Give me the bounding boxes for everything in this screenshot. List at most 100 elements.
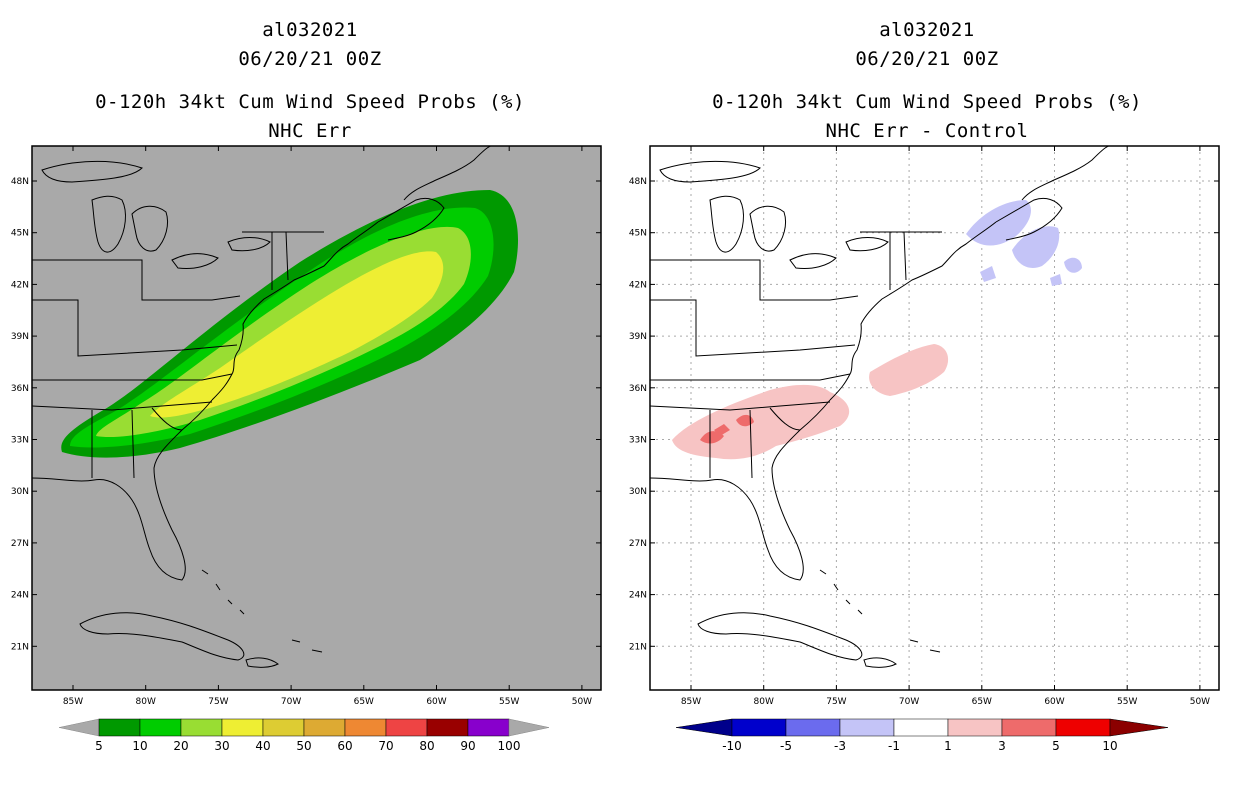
lon-label: 70W [899,697,919,707]
colorbar-label: 30 [214,739,229,753]
lat-label: 36N [629,384,647,394]
lat-label: 30N [629,487,647,497]
lat-label: 48N [11,177,29,187]
colorbar-swatch [262,718,305,737]
right-title-block: al032021 06/20/21 00Z [632,16,1222,74]
lon-label: 60W [1044,697,1064,707]
colorbar-low-end [58,718,100,737]
colorbar-label: 60 [337,739,352,753]
lat-label: 24N [11,591,29,601]
lat-label: 24N [629,591,647,601]
lat-label: 42N [11,280,29,290]
colorbar-swatch [731,718,787,737]
colorbar-label: 10 [1102,739,1117,753]
colorbar-label: 3 [998,739,1006,753]
left-title-block: al032021 06/20/21 00Z [15,16,605,74]
lat-label: 30N [11,487,29,497]
colorbar-swatch [1001,718,1057,737]
colorbar-swatch [98,718,141,737]
right-storm-id: al032021 [879,19,975,41]
colorbar-label: 5 [1052,739,1060,753]
lon-label: 80W [754,697,774,707]
colorbar-label: -3 [834,739,846,753]
lon-label: 85W [681,697,701,707]
colorbar-swatch [839,718,895,737]
right-axis-ticks: 48N 45N 42N 39N 36N 33N 30N 27N 24N 21N 85W 80W 75W 7… [629,146,1219,707]
colorbar-label: 5 [95,739,103,753]
right-map: 48N 45N 42N 39N 36N 33N 30N 27N 24N 21N 85W 80W 75W 7… [629,145,1220,707]
lon-label: 75W [208,697,228,707]
diff-positive-3-5 [700,414,754,444]
colorbar-swatch [426,718,469,737]
left-subtitle: NHC Err [268,120,352,142]
lat-label: 39N [629,332,647,342]
lon-label: 50W [1190,697,1210,707]
colorbar-swatch [385,718,428,737]
right-colorbar: -10 -5 -3 -1 1 3 5 10 [675,718,1169,753]
left-product-block: 0-120h 34kt Cum Wind Speed Probs (%) NHC… [15,88,605,146]
lat-label: 42N [629,280,647,290]
lat-label: 45N [11,229,29,239]
colorbar-swatch [303,718,346,737]
colorbar-label: 100 [498,739,521,753]
colorbar-swatch [785,718,841,737]
lat-label: 36N [11,384,29,394]
colorbar-label: 20 [173,739,188,753]
colorbar-label: -5 [780,739,792,753]
colorbar-high-end [1109,718,1169,737]
colorbar-swatch [947,718,1003,737]
lat-label: 33N [11,436,29,446]
right-difference-field [672,200,1082,460]
lon-label: 65W [354,697,374,707]
colorbar-swatch [1055,718,1111,737]
colorbar-label: 90 [460,739,475,753]
lat-label: 27N [11,539,29,549]
lat-label: 27N [629,539,647,549]
right-product-block: 0-120h 34kt Cum Wind Speed Probs (%) NHC… [632,88,1222,146]
lon-label: 75W [826,697,846,707]
colorbar-swatch [893,718,949,737]
colorbar-swatch [180,718,223,737]
lon-label: 80W [136,697,156,707]
left-storm-id: al032021 [262,19,358,41]
colorbar-swatch [139,718,182,737]
colorbar-high-end [508,718,550,737]
diff-negative-1-3-c [980,257,1082,286]
lat-label: 45N [629,229,647,239]
lat-label: 33N [629,436,647,446]
colorbar-label: 50 [296,739,311,753]
left-map: 48N 45N 42N 39N 36N 33N 30N 27N 24N 21N 85W 80W 75W 7… [11,145,602,707]
right-subtitle: NHC Err - Control [825,120,1029,142]
lat-label: 48N [629,177,647,187]
lon-label: 70W [281,697,301,707]
lat-label: 39N [11,332,29,342]
lon-label: 55W [1117,697,1137,707]
colorbar-swatch [344,718,387,737]
left-axis-ticks: 48N 45N 42N 39N 36N 33N 30N 27N 24N 21N 85W 80W 75W 7… [11,146,601,707]
right-product-title: 0-120h 34kt Cum Wind Speed Probs (%) [712,91,1142,113]
colorbar-swatch [467,718,510,737]
lat-label: 21N [629,642,647,652]
colorbar-label: 40 [255,739,270,753]
lon-label: 55W [499,697,519,707]
right-map-frame [649,145,1220,691]
colorbar-label: 10 [132,739,147,753]
left-product-title: 0-120h 34kt Cum Wind Speed Probs (%) [95,91,525,113]
left-datetime: 06/20/21 00Z [238,48,382,70]
colorbar-label: 80 [419,739,434,753]
colorbar-low-end [675,718,733,737]
colorbar-label: 1 [944,739,952,753]
diff-positive-1-3-b [869,344,949,396]
lon-label: 50W [572,697,592,707]
lat-label: 21N [11,642,29,652]
colorbar-label: 70 [378,739,393,753]
lon-label: 85W [63,697,83,707]
colorbar-label: -1 [888,739,900,753]
colorbar-label: -10 [722,739,742,753]
left-colorbar: 5 10 20 30 40 50 60 70 80 90 100 [58,718,550,753]
diff-negative-1-3-b [1012,226,1060,269]
colorbar-swatch [221,718,264,737]
lon-label: 60W [426,697,446,707]
left-map-frame [31,145,602,691]
